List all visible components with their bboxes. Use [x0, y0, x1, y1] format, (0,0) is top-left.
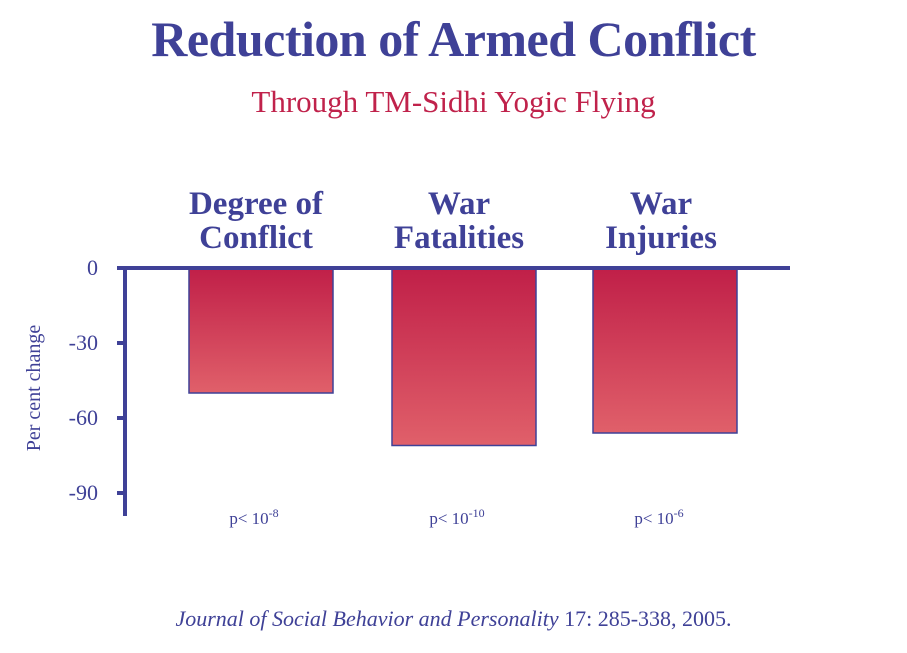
chart-title: Reduction of Armed Conflict	[151, 11, 756, 67]
citation-journal: Journal of Social Behavior and Personali…	[175, 606, 559, 631]
axes-group	[117, 266, 790, 516]
labels-group: 0 -30 -60 -90 Per cent change Degree ofConfli…	[23, 186, 717, 528]
p-value-label: p< 10-10	[429, 506, 484, 528]
p-value-exponent: -10	[469, 506, 485, 520]
y-tick-label: 0	[87, 255, 98, 280]
category-label: Degree of	[189, 186, 324, 222]
p-value-exponent: -6	[674, 506, 684, 520]
y-tick-label: -30	[69, 330, 98, 355]
y-tick-label: -90	[69, 480, 98, 505]
y-axis-label: Per cent change	[23, 325, 45, 452]
p-value-base: p< 10	[429, 509, 468, 528]
category-label: Injuries	[605, 220, 717, 256]
category-label: Conflict	[199, 220, 313, 256]
citation-details: 17: 285-338, 2005.	[558, 606, 732, 631]
bars-group	[188, 267, 738, 447]
p-value-label: p< 10-6	[634, 506, 683, 528]
p-value-label: p< 10-8	[229, 506, 278, 528]
bar-0	[188, 267, 334, 394]
p-value-base: p< 10	[634, 509, 673, 528]
bar-2	[592, 267, 738, 434]
p-value-base: p< 10	[229, 509, 268, 528]
category-label: Fatalities	[394, 220, 524, 256]
bar-1	[391, 267, 537, 447]
citation: Journal of Social Behavior and Personali…	[0, 606, 907, 632]
y-tick-label: -60	[69, 405, 98, 430]
category-label: War	[630, 186, 692, 222]
p-value-exponent: -8	[269, 506, 279, 520]
chart-subtitle: Through TM-Sidhi Yogic Flying	[251, 84, 656, 119]
category-label: War	[428, 186, 490, 222]
